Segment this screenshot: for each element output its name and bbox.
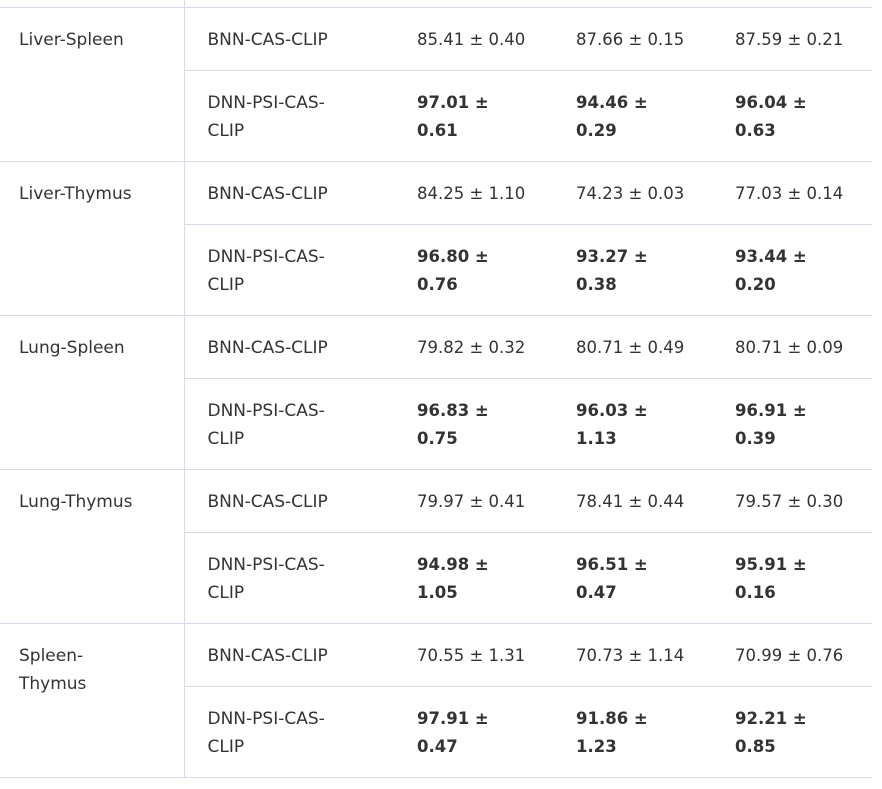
group-cell: Spleen-Thymus <box>0 623 185 778</box>
value-cell-best: 91.86 ± 1.23 <box>553 686 712 778</box>
method-cell: DNN-PSI-CAS-CLIP <box>184 224 394 316</box>
value-cell: 87.59 ± 0.21 <box>712 7 872 71</box>
value-cell-best: 96.91 ± 0.39 <box>712 378 872 470</box>
results-table: Liver-Spleen BNN-CAS-CLIP 85.41 ± 0.40 8… <box>0 0 872 778</box>
group-cell: Liver-Spleen <box>0 7 185 162</box>
value-text: 94.46 ± 0.29 <box>576 92 648 140</box>
table-row: Liver-Thymus BNN-CAS-CLIP 84.25 ± 1.10 7… <box>0 161 872 316</box>
value-cell-best: 96.80 ± 0.76 <box>394 224 553 316</box>
table-row: Spleen-Thymus BNN-CAS-CLIP 70.55 ± 1.31 … <box>0 623 872 778</box>
value-cell: 77.03 ± 0.14 <box>712 161 872 225</box>
value-cell: 70.55 ± 1.31 <box>394 623 553 687</box>
value-cell: 79.57 ± 0.30 <box>712 469 872 533</box>
value-cell: 80.71 ± 0.49 <box>553 315 712 379</box>
value-cell-best: 96.51 ± 0.47 <box>553 532 712 624</box>
table-row: DNN-PSI-CAS-CLIP 96.83 ± 0.75 96.03 ± 1.… <box>0 378 872 470</box>
value-cell-best: 97.01 ± 0.61 <box>394 70 553 162</box>
method-label: DNN-PSI-CAS-CLIP <box>207 92 325 141</box>
table-row: DNN-PSI-CAS-CLIP 97.01 ± 0.61 94.46 ± 0.… <box>0 70 872 162</box>
method-cell: DNN-PSI-CAS-CLIP <box>184 378 394 470</box>
value-cell-best: 94.46 ± 0.29 <box>553 70 712 162</box>
value-cell-best: 93.27 ± 0.38 <box>553 224 712 316</box>
value-text: 96.80 ± 0.76 <box>417 246 489 294</box>
value-text: 92.21 ± 0.85 <box>735 708 807 756</box>
method-label: DNN-PSI-CAS-CLIP <box>207 554 325 603</box>
method-cell: BNN-CAS-CLIP <box>184 315 394 379</box>
value-cell: 74.23 ± 0.03 <box>553 161 712 225</box>
method-cell: BNN-CAS-CLIP <box>184 623 394 687</box>
value-text: 96.51 ± 0.47 <box>576 554 648 602</box>
value-text: 97.91 ± 0.47 <box>417 708 489 756</box>
value-cell-best: 96.03 ± 1.13 <box>553 378 712 470</box>
group-cell: Lung-Spleen <box>0 315 185 470</box>
value-text: 95.91 ± 0.16 <box>735 554 807 602</box>
value-cell-best: 93.44 ± 0.20 <box>712 224 872 316</box>
value-cell-best: 92.21 ± 0.85 <box>712 686 872 778</box>
value-cell: 80.71 ± 0.09 <box>712 315 872 379</box>
value-text: 96.04 ± 0.63 <box>735 92 807 140</box>
value-text: 91.86 ± 1.23 <box>576 708 648 756</box>
table-row: Lung-Thymus BNN-CAS-CLIP 79.97 ± 0.41 78… <box>0 469 872 624</box>
value-text: 96.83 ± 0.75 <box>417 400 489 448</box>
method-cell: BNN-CAS-CLIP <box>184 7 394 71</box>
method-label: DNN-PSI-CAS-CLIP <box>207 400 325 449</box>
value-cell: 84.25 ± 1.10 <box>394 161 553 225</box>
method-cell: DNN-PSI-CAS-CLIP <box>184 532 394 624</box>
value-cell: 79.82 ± 0.32 <box>394 315 553 379</box>
table-row-continuation <box>0 0 872 8</box>
value-text: 96.91 ± 0.39 <box>735 400 807 448</box>
value-cell: 70.99 ± 0.76 <box>712 623 872 687</box>
table-row: Liver-Spleen BNN-CAS-CLIP 85.41 ± 0.40 8… <box>0 7 872 162</box>
results-table-container: Liver-Spleen BNN-CAS-CLIP 85.41 ± 0.40 8… <box>0 0 872 778</box>
value-text: 97.01 ± 0.61 <box>417 92 489 140</box>
value-cell-best: 96.83 ± 0.75 <box>394 378 553 470</box>
value-cell: 85.41 ± 0.40 <box>394 7 553 71</box>
table-row: Lung-Spleen BNN-CAS-CLIP 79.82 ± 0.32 80… <box>0 315 872 470</box>
value-text: 96.03 ± 1.13 <box>576 400 648 448</box>
value-cell-best: 94.98 ± 1.05 <box>394 532 553 624</box>
value-cell: 79.97 ± 0.41 <box>394 469 553 533</box>
group-label: Spleen-Thymus <box>19 645 87 694</box>
method-cell: BNN-CAS-CLIP <box>184 161 394 225</box>
value-text: 94.98 ± 1.05 <box>417 554 489 602</box>
results-table-body: Liver-Spleen BNN-CAS-CLIP 85.41 ± 0.40 8… <box>0 0 872 778</box>
value-text: 93.44 ± 0.20 <box>735 246 807 294</box>
group-cell: Liver-Thymus <box>0 161 185 316</box>
method-cell: BNN-CAS-CLIP <box>184 469 394 533</box>
table-row: DNN-PSI-CAS-CLIP 97.91 ± 0.47 91.86 ± 1.… <box>0 686 872 778</box>
value-cell-best: 95.91 ± 0.16 <box>712 532 872 624</box>
table-row: DNN-PSI-CAS-CLIP 94.98 ± 1.05 96.51 ± 0.… <box>0 532 872 624</box>
method-cell: DNN-PSI-CAS-CLIP <box>184 686 394 778</box>
value-cell: 87.66 ± 0.15 <box>553 7 712 71</box>
value-cell: 78.41 ± 0.44 <box>553 469 712 533</box>
value-cell-best: 96.04 ± 0.63 <box>712 70 872 162</box>
value-text: 93.27 ± 0.38 <box>576 246 648 294</box>
group-cell: Lung-Thymus <box>0 469 185 624</box>
method-label: DNN-PSI-CAS-CLIP <box>207 246 325 295</box>
method-cell: DNN-PSI-CAS-CLIP <box>184 70 394 162</box>
value-cell-best: 97.91 ± 0.47 <box>394 686 553 778</box>
table-row: DNN-PSI-CAS-CLIP 96.80 ± 0.76 93.27 ± 0.… <box>0 224 872 316</box>
value-cell: 70.73 ± 1.14 <box>553 623 712 687</box>
method-label: DNN-PSI-CAS-CLIP <box>207 708 325 757</box>
